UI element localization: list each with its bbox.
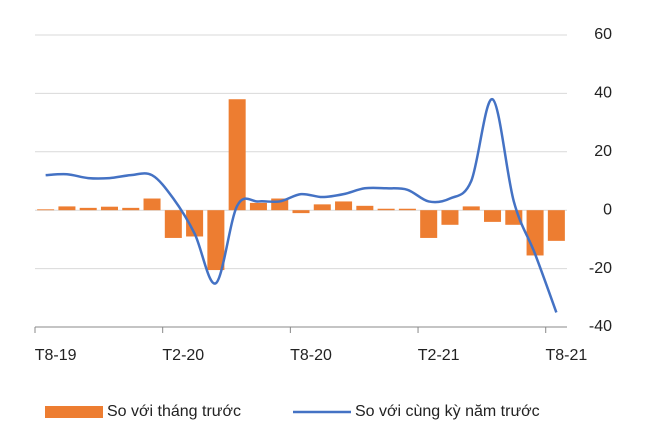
y-tick-label: 20 bbox=[594, 143, 612, 160]
bar bbox=[122, 207, 140, 211]
bar bbox=[420, 210, 438, 238]
bar bbox=[249, 202, 267, 211]
y-tick-label: 0 bbox=[603, 201, 612, 218]
x-tick-label: T8-20 bbox=[290, 347, 332, 364]
legend-label: So với cùng kỳ năm trước bbox=[355, 403, 540, 420]
bar bbox=[271, 198, 289, 211]
bar bbox=[164, 210, 182, 238]
bar bbox=[37, 209, 55, 211]
bar bbox=[547, 210, 565, 241]
bar bbox=[228, 99, 246, 211]
labels: -40 -20 0 20 40 60 T8-19 T2-20 T8-20 T2-21 T8-21 So… bbox=[35, 26, 612, 420]
bar bbox=[526, 210, 544, 256]
bar bbox=[292, 210, 310, 214]
bar bbox=[441, 210, 459, 225]
x-tick-label: T2-21 bbox=[418, 347, 460, 364]
bar bbox=[79, 207, 97, 211]
bar bbox=[58, 206, 76, 211]
bar bbox=[207, 210, 225, 271]
y-tick-label: -40 bbox=[589, 318, 612, 335]
bar bbox=[484, 210, 502, 222]
bar bbox=[356, 205, 374, 211]
x-tick-label: T2-20 bbox=[162, 347, 204, 364]
bar bbox=[462, 206, 480, 211]
bar bbox=[100, 206, 118, 211]
y-tick-label: 40 bbox=[594, 85, 612, 102]
bar bbox=[335, 201, 353, 211]
bar bbox=[313, 204, 331, 211]
y-tick-label: 60 bbox=[594, 26, 612, 43]
legend-swatch bbox=[45, 406, 103, 418]
grid bbox=[34, 34, 567, 333]
marks bbox=[37, 97, 565, 313]
x-tick-label: T8-21 bbox=[545, 347, 587, 364]
line bbox=[45, 97, 558, 313]
bar bbox=[143, 198, 161, 211]
x-tick-label: T8-19 bbox=[35, 347, 77, 364]
bar bbox=[377, 208, 395, 211]
y-tick-label: -20 bbox=[589, 260, 612, 277]
legend-label: So với tháng trước bbox=[107, 403, 241, 420]
bar bbox=[398, 208, 416, 211]
bar bbox=[186, 210, 204, 237]
